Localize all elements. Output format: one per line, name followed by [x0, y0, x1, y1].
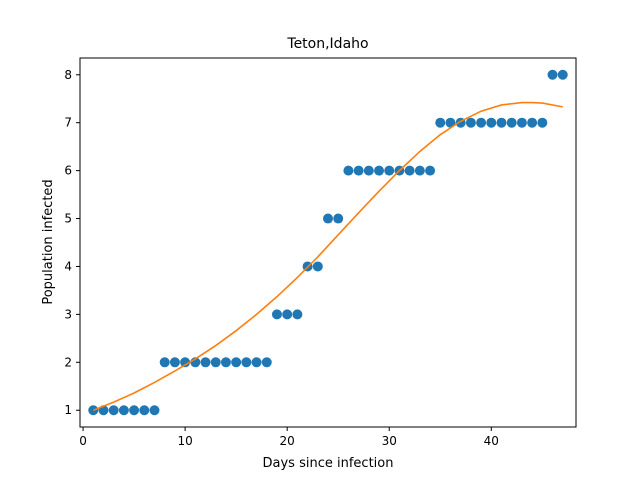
scatter-point — [496, 117, 507, 128]
scatter-point — [374, 165, 385, 176]
scatter-point — [435, 117, 446, 128]
scatter-point — [210, 357, 221, 368]
scatter-point — [88, 405, 99, 416]
scatter-point — [527, 117, 538, 128]
scatter-point — [323, 213, 333, 224]
fit-curve-line — [92, 101, 563, 411]
y-tick-label: 1 — [64, 403, 72, 417]
x-tick-label: 40 — [484, 434, 499, 448]
scatter-point — [476, 117, 487, 128]
y-tick-label: 8 — [64, 68, 72, 82]
scatter-point — [516, 117, 527, 128]
scatter-point — [547, 69, 558, 80]
scatter-point — [261, 357, 272, 368]
scatter-point — [363, 165, 374, 176]
y-tick-label: 2 — [64, 355, 72, 369]
scatter-point — [241, 357, 252, 368]
scatter-point — [292, 309, 303, 320]
scatter-point — [139, 405, 150, 416]
axes-frame — [79, 57, 577, 428]
scatter-point — [465, 117, 476, 128]
scatter-point — [506, 117, 517, 128]
scatter-point — [414, 165, 425, 176]
scatter-point — [343, 165, 354, 176]
y-tick-label: 7 — [64, 116, 72, 130]
scatter-point — [384, 165, 395, 176]
y-tick-label: 6 — [64, 164, 72, 178]
scatter-point — [180, 357, 191, 368]
y-tick-label: 5 — [64, 212, 72, 226]
scatter-point — [404, 165, 415, 176]
y-tick-label: 4 — [64, 259, 72, 273]
scatter-point — [486, 117, 497, 128]
chart-title: Teton,Idaho — [286, 36, 368, 52]
scatter-point — [282, 309, 293, 320]
scatter-point — [445, 117, 456, 128]
scatter-point — [149, 405, 160, 416]
plot-area — [88, 69, 568, 416]
scatter-point — [353, 165, 364, 176]
scatter-point — [108, 405, 119, 416]
scatter-point — [220, 357, 231, 368]
x-tick-label: 10 — [177, 434, 192, 448]
y-tick-label: 3 — [64, 307, 72, 321]
scatter-point — [231, 357, 242, 368]
scatter-point — [169, 357, 180, 368]
scatter-point — [537, 117, 548, 128]
scatter-point — [159, 357, 170, 368]
x-tick-label: 30 — [382, 434, 397, 448]
x-axis-ticks: 0 10 20 30 40 — [79, 427, 499, 448]
scatter-point — [557, 69, 568, 80]
scatter-point — [200, 357, 211, 368]
scatter-point — [333, 213, 344, 224]
scatter-point — [271, 309, 282, 320]
x-tick-label: 20 — [280, 434, 295, 448]
scatter-point — [129, 405, 140, 416]
scatter-point — [118, 405, 129, 416]
y-axis-ticks: 1 2 3 4 5 6 7 8 — [64, 68, 80, 417]
scatter-point — [425, 165, 436, 176]
y-axis-label: Population infected — [41, 179, 56, 304]
scatter-point — [312, 261, 323, 272]
x-tick-label: 0 — [79, 434, 87, 448]
scatter-point — [251, 357, 262, 368]
x-axis-label: Days since infection — [263, 456, 394, 471]
